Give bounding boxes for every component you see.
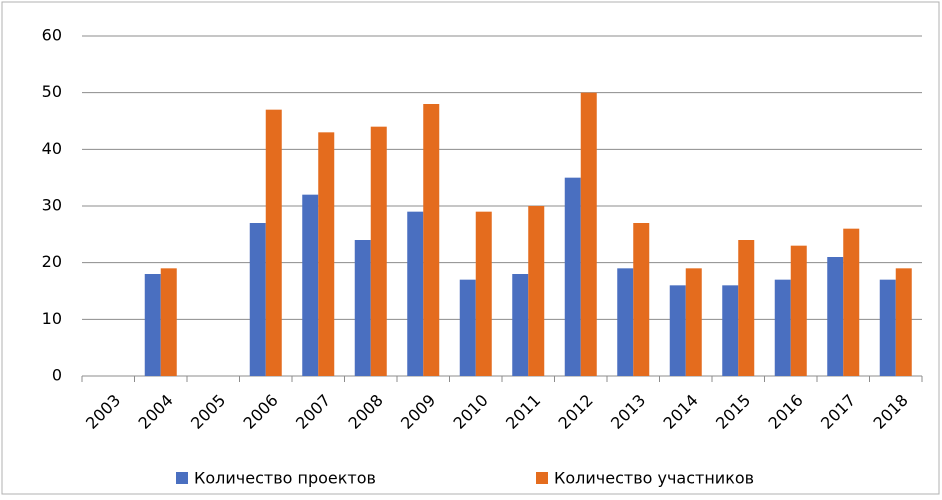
bar [302, 194, 319, 376]
bar [843, 228, 860, 376]
bar [370, 126, 387, 377]
bar [738, 240, 755, 376]
y-tick-label: 20 [42, 252, 62, 271]
bar [617, 268, 634, 376]
bar [774, 279, 791, 376]
bar [160, 268, 177, 376]
legend-label: Количество участников [554, 469, 754, 488]
bar [528, 206, 545, 376]
bar [144, 274, 161, 376]
legend-swatch [536, 472, 548, 484]
legend-label: Количество проектов [194, 469, 376, 488]
y-tick-label: 0 [52, 366, 62, 385]
y-tick-label: 60 [42, 26, 62, 45]
bar [475, 211, 492, 376]
bar [580, 92, 597, 377]
bar [512, 274, 529, 376]
y-tick-label: 30 [42, 196, 62, 215]
bar [879, 279, 896, 376]
bar [685, 268, 702, 376]
bar [669, 285, 686, 376]
bar [354, 240, 371, 376]
bar [459, 279, 476, 376]
bar [318, 132, 335, 376]
bar [827, 257, 844, 376]
y-tick-label: 50 [42, 82, 62, 101]
bar [895, 268, 912, 376]
bar [722, 285, 739, 376]
bar [423, 104, 440, 376]
y-tick-label: 10 [42, 309, 62, 328]
bar [790, 245, 807, 376]
bar [249, 223, 266, 376]
bar [633, 223, 650, 376]
legend-swatch [176, 472, 188, 484]
y-tick-label: 40 [42, 139, 62, 158]
bar [407, 211, 424, 376]
bar [265, 109, 282, 377]
bar [564, 177, 581, 376]
